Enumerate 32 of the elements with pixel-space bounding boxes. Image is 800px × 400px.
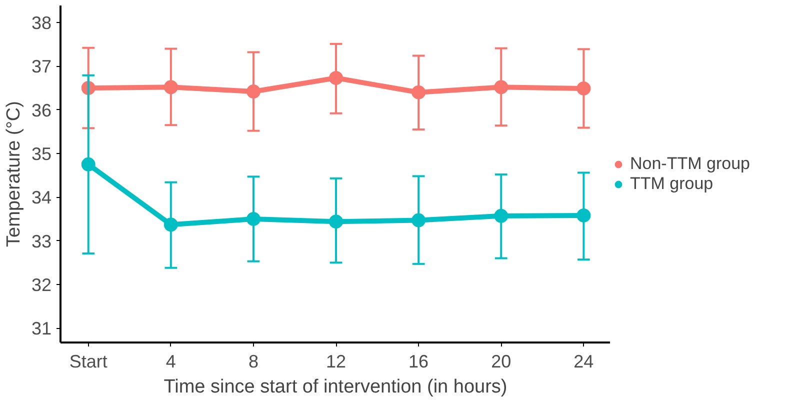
point — [329, 70, 344, 85]
point — [412, 213, 426, 228]
y-tick-label: 36 — [31, 100, 52, 120]
x-tick-label: 12 — [326, 352, 346, 372]
x-tick-label: 4 — [166, 352, 176, 372]
point — [81, 157, 96, 172]
point — [494, 80, 508, 94]
legend-label: TTM group — [630, 174, 714, 194]
x-axis-title: Time since start of intervention (in hours) — [164, 376, 508, 398]
x-tick-label: 24 — [574, 352, 594, 372]
x-tick-label: 20 — [491, 352, 512, 372]
y-axis-title: Temperature (°C) — [3, 101, 24, 247]
x-tick-label: Start — [69, 352, 108, 372]
point — [164, 218, 178, 232]
point — [246, 84, 260, 98]
y-tick-label: 33 — [31, 231, 52, 252]
point — [494, 208, 508, 223]
x-tick-label: 16 — [408, 352, 429, 372]
point — [576, 81, 591, 96]
y-tick-label: 34 — [31, 188, 52, 208]
y-tick-label: 35 — [31, 144, 52, 164]
legend-label: Non-TTM group — [630, 154, 750, 174]
point — [164, 80, 178, 94]
point — [412, 85, 426, 100]
point — [576, 208, 591, 222]
point — [329, 214, 344, 229]
y-tick-label: 37 — [31, 56, 52, 77]
y-tick-label: 38 — [31, 13, 52, 34]
x-tick-label: 8 — [248, 352, 258, 372]
y-tick-label: 31 — [31, 318, 52, 339]
point — [246, 212, 260, 226]
y-tick-label: 32 — [31, 274, 52, 295]
